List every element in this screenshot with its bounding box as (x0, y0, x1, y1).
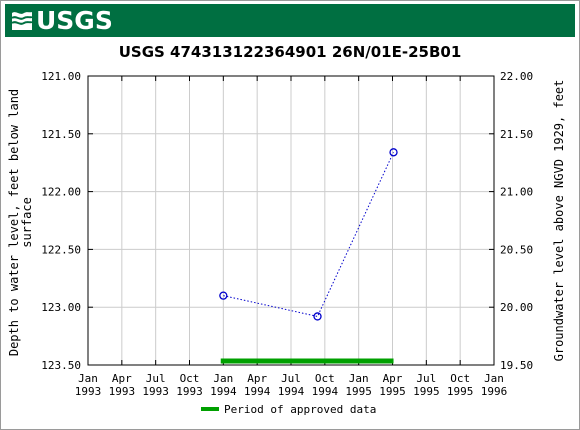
right-tick-label: 20.00 (500, 301, 533, 314)
x-tick-label-month: Jul (146, 372, 166, 385)
left-tick-label: 123.50 (41, 359, 81, 372)
y-axis-label-left-line2: surface (20, 197, 34, 248)
x-tick-label-month: Oct (450, 372, 470, 385)
left-tick-label: 122.00 (41, 186, 81, 199)
legend: Period of approved data (201, 403, 376, 416)
x-tick-label-year: 1994 (210, 385, 237, 398)
x-tick-label-month: Apr (112, 372, 132, 385)
x-tick-label-year: 1996 (481, 385, 508, 398)
x-tick-label-month: Jan (349, 372, 369, 385)
usgs-logo-text: USGS (36, 6, 113, 35)
x-tick-label-month: Oct (180, 372, 200, 385)
x-tick-label-month: Apr (247, 372, 267, 385)
x-tick-label-month: Jul (281, 372, 301, 385)
usgs-wave-icon (11, 11, 33, 30)
right-tick-label: 22.00 (500, 70, 533, 83)
right-tick-label: 20.50 (500, 243, 533, 256)
x-tick-label-year: 1995 (379, 385, 406, 398)
y-axis-label-right: Groundwater level above NGVD 1929, feet (552, 80, 566, 362)
x-tick-label-month: Jan (78, 372, 98, 385)
left-axis-ticks: 121.00 121.50 122.00 122.50 123.00 123.50 (41, 70, 93, 372)
right-tick-label: 19.50 (500, 359, 533, 372)
x-tick-label-year: 1993 (109, 385, 136, 398)
x-tick-label-month: Oct (315, 372, 335, 385)
usgs-logo[interactable]: USGS (11, 5, 113, 36)
data-series (219, 148, 398, 321)
left-tick-label: 123.00 (41, 301, 81, 314)
right-axis-ticks: 22.00 21.50 21.00 20.50 20.00 19.50 (489, 70, 533, 372)
x-tick-label-month: Apr (383, 372, 403, 385)
x-tick-label-year: 1995 (413, 385, 440, 398)
grid-lines (88, 76, 494, 365)
x-tick-label-year: 1995 (345, 385, 372, 398)
x-tick-label-month: Jul (416, 372, 436, 385)
data-point (389, 148, 398, 157)
x-axis-ticks: Jan1993Apr1993Jul1993Oct1993Jan1994Apr19… (75, 76, 508, 398)
x-tick-label-year: 1994 (278, 385, 305, 398)
x-tick-label-year: 1993 (176, 385, 203, 398)
x-tick-label-year: 1993 (75, 385, 102, 398)
usgs-banner: USGS (5, 4, 575, 37)
x-tick-label-month: Jan (213, 372, 233, 385)
right-tick-label: 21.50 (500, 128, 533, 141)
left-tick-label: 122.50 (41, 243, 81, 256)
y-axis-label-left-line1: Depth to water level, feet below land (7, 89, 21, 356)
y-axis-label-left: Depth to water level, feet below landsur… (7, 89, 34, 356)
right-tick-label: 21.00 (500, 186, 533, 199)
data-point (219, 291, 228, 300)
left-tick-label: 121.50 (41, 128, 81, 141)
x-tick-label-year: 1994 (312, 385, 339, 398)
x-tick-label-month: Jan (484, 372, 504, 385)
x-tick-label-year: 1994 (244, 385, 271, 398)
data-point (313, 312, 322, 321)
chart-title: USGS 474313122364901 26N/01E-25B01 (118, 43, 462, 61)
x-tick-label-year: 1993 (142, 385, 169, 398)
x-tick-label-year: 1995 (447, 385, 474, 398)
series-line (223, 152, 394, 318)
left-tick-label: 121.00 (41, 70, 81, 83)
legend-label: Period of approved data (224, 403, 376, 416)
